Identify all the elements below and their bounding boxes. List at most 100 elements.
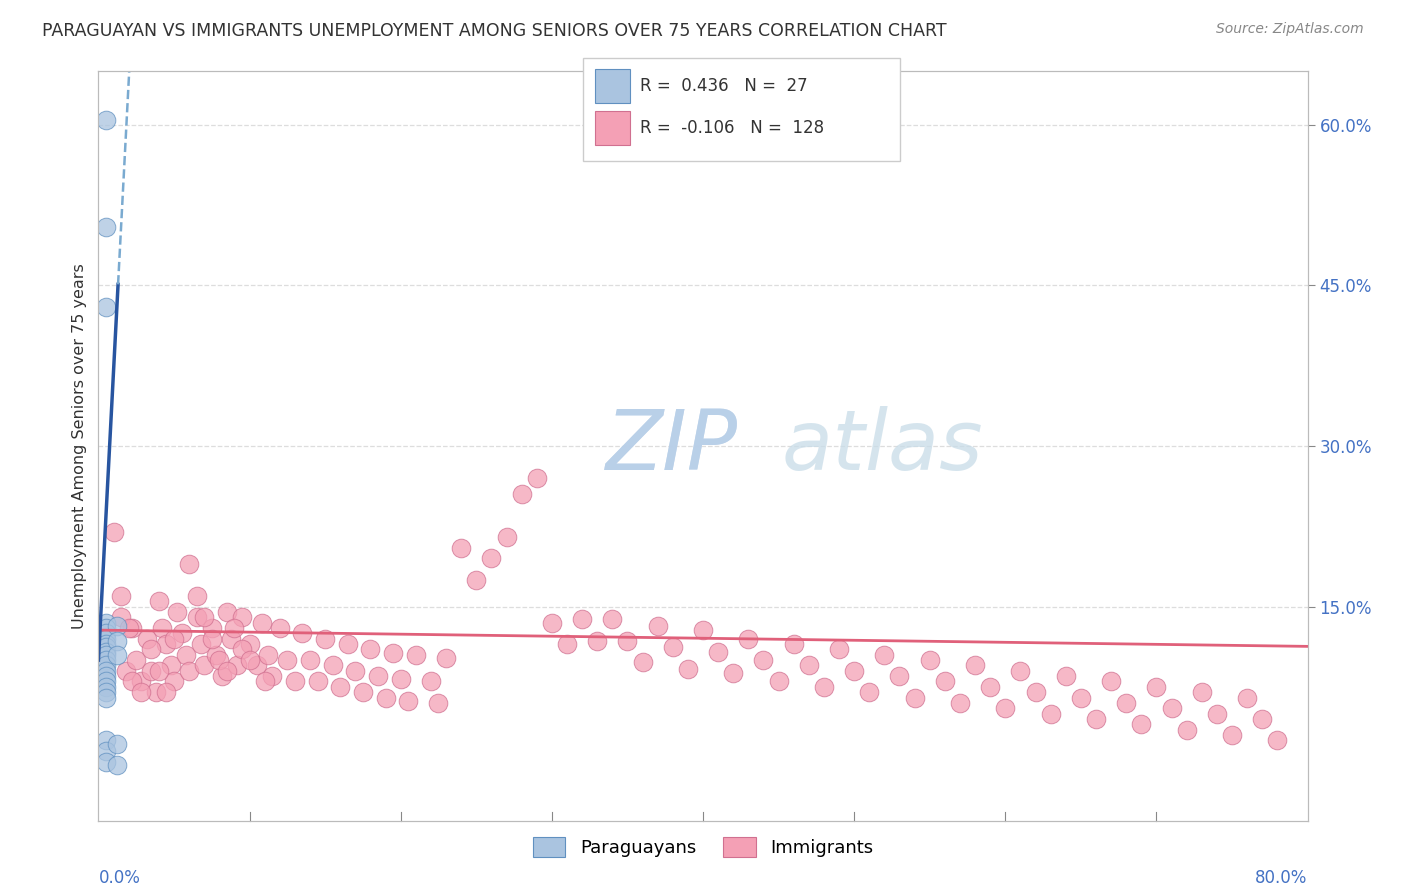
- Point: [918, 653, 941, 667]
- Point: [1070, 690, 1092, 705]
- Point: [344, 664, 367, 678]
- Point: [723, 665, 745, 680]
- Point: [1085, 712, 1108, 726]
- Text: atlas: atlas: [782, 406, 983, 486]
- Point: [155, 685, 177, 699]
- Point: [858, 685, 880, 699]
- Point: [150, 621, 173, 635]
- Point: [661, 640, 683, 655]
- Point: [221, 632, 243, 646]
- Y-axis label: Unemployment Among Seniors over 75 years: Unemployment Among Seniors over 75 years: [72, 263, 87, 629]
- Point: [602, 612, 624, 626]
- Point: [707, 644, 730, 658]
- Point: [1115, 696, 1137, 710]
- Point: [179, 557, 201, 571]
- Point: [94, 632, 117, 646]
- Point: [828, 642, 851, 657]
- Point: [105, 648, 128, 662]
- Point: [105, 758, 128, 772]
- Point: [94, 615, 117, 630]
- Point: [94, 680, 117, 694]
- Text: R =  0.436   N =  27: R = 0.436 N = 27: [640, 77, 807, 95]
- Point: [465, 573, 488, 587]
- Point: [211, 669, 233, 683]
- Point: [166, 605, 188, 619]
- Point: [405, 648, 427, 662]
- Point: [571, 612, 593, 626]
- Point: [389, 673, 412, 687]
- Point: [163, 632, 186, 646]
- Point: [170, 626, 193, 640]
- Point: [314, 632, 336, 646]
- Point: [163, 674, 186, 689]
- Point: [94, 755, 117, 769]
- Point: [1267, 733, 1289, 747]
- Point: [239, 653, 262, 667]
- Point: [1099, 674, 1122, 689]
- Point: [276, 653, 298, 667]
- Point: [676, 662, 699, 676]
- Point: [374, 690, 396, 705]
- Point: [105, 633, 128, 648]
- Point: [481, 551, 503, 566]
- Point: [1144, 680, 1167, 694]
- Point: [110, 610, 132, 624]
- Point: [1191, 685, 1213, 699]
- Point: [94, 637, 117, 651]
- Point: [94, 621, 117, 635]
- Point: [797, 658, 820, 673]
- Point: [94, 653, 117, 667]
- Point: [949, 696, 972, 710]
- Point: [160, 658, 183, 673]
- Text: ZIP: ZIP: [606, 406, 738, 486]
- Point: [215, 664, 238, 678]
- Point: [94, 664, 117, 678]
- Point: [768, 674, 790, 689]
- Point: [1220, 728, 1243, 742]
- Point: [526, 471, 548, 485]
- Point: [103, 524, 125, 539]
- Point: [231, 642, 253, 657]
- Point: [1130, 717, 1153, 731]
- Point: [105, 619, 128, 633]
- Point: [269, 621, 291, 635]
- Point: [94, 112, 117, 127]
- Point: [215, 605, 238, 619]
- Point: [121, 621, 143, 635]
- Point: [145, 685, 167, 699]
- Point: [94, 733, 117, 747]
- Point: [94, 690, 117, 705]
- Point: [148, 594, 170, 608]
- Point: [256, 648, 278, 662]
- Point: [979, 680, 1001, 694]
- Point: [616, 633, 638, 648]
- Point: [495, 530, 517, 544]
- Point: [844, 664, 866, 678]
- Point: [118, 621, 141, 635]
- Point: [813, 680, 835, 694]
- Point: [510, 487, 533, 501]
- Point: [299, 653, 322, 667]
- Point: [647, 619, 669, 633]
- Point: [1024, 685, 1046, 699]
- Point: [889, 669, 911, 683]
- Point: [367, 669, 389, 683]
- Point: [125, 653, 148, 667]
- Point: [904, 690, 927, 705]
- Point: [186, 610, 208, 624]
- Point: [1206, 706, 1229, 721]
- Point: [94, 219, 117, 234]
- Point: [1039, 706, 1062, 721]
- Point: [208, 653, 231, 667]
- Point: [555, 637, 578, 651]
- Point: [783, 637, 806, 651]
- Point: [396, 694, 419, 708]
- Legend: Paraguayans, Immigrants: Paraguayans, Immigrants: [526, 830, 880, 864]
- Text: PARAGUAYAN VS IMMIGRANTS UNEMPLOYMENT AMONG SENIORS OVER 75 YEARS CORRELATION CH: PARAGUAYAN VS IMMIGRANTS UNEMPLOYMENT AM…: [42, 22, 946, 40]
- Point: [291, 626, 314, 640]
- Point: [224, 621, 246, 635]
- Point: [94, 658, 117, 673]
- Point: [253, 674, 276, 689]
- Point: [186, 589, 208, 603]
- Point: [94, 626, 117, 640]
